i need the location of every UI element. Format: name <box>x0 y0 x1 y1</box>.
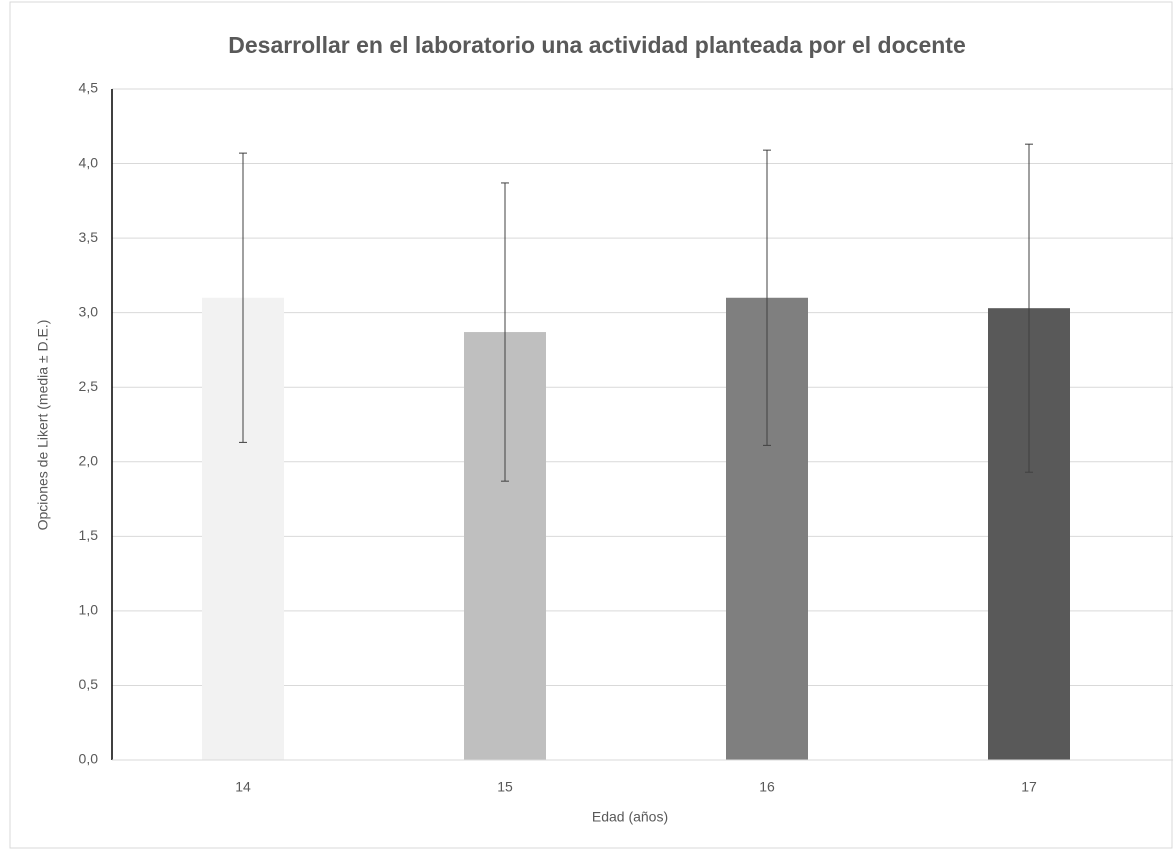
x-tick-label: 15 <box>497 779 513 795</box>
y-tick-label: 0,5 <box>79 676 99 692</box>
y-tick-label: 2,5 <box>79 378 99 394</box>
y-tick-label: 4,5 <box>79 80 99 96</box>
x-axis-label: Edad (años) <box>592 809 668 825</box>
y-axis-label: Opciones de Likert (media ± D.E.) <box>35 320 51 531</box>
x-tick-label: 17 <box>1021 779 1037 795</box>
y-tick-label: 2,0 <box>79 452 99 468</box>
y-tick-label: 3,5 <box>79 229 99 245</box>
y-tick-label: 4,0 <box>79 154 99 170</box>
y-tick-label: 0,0 <box>79 751 99 767</box>
x-tick-label: 16 <box>759 779 775 795</box>
y-tick-label: 1,5 <box>79 527 99 543</box>
y-tick-label: 3,0 <box>79 303 99 319</box>
x-tick-label: 14 <box>235 779 251 795</box>
chart-title: Desarrollar en el laboratorio una activi… <box>228 32 965 58</box>
y-tick-label: 1,0 <box>79 602 99 618</box>
